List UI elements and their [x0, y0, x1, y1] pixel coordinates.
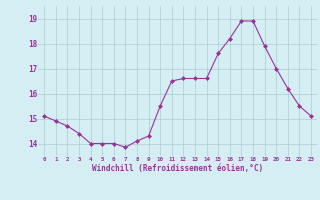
X-axis label: Windchill (Refroidissement éolien,°C): Windchill (Refroidissement éolien,°C)	[92, 164, 263, 173]
